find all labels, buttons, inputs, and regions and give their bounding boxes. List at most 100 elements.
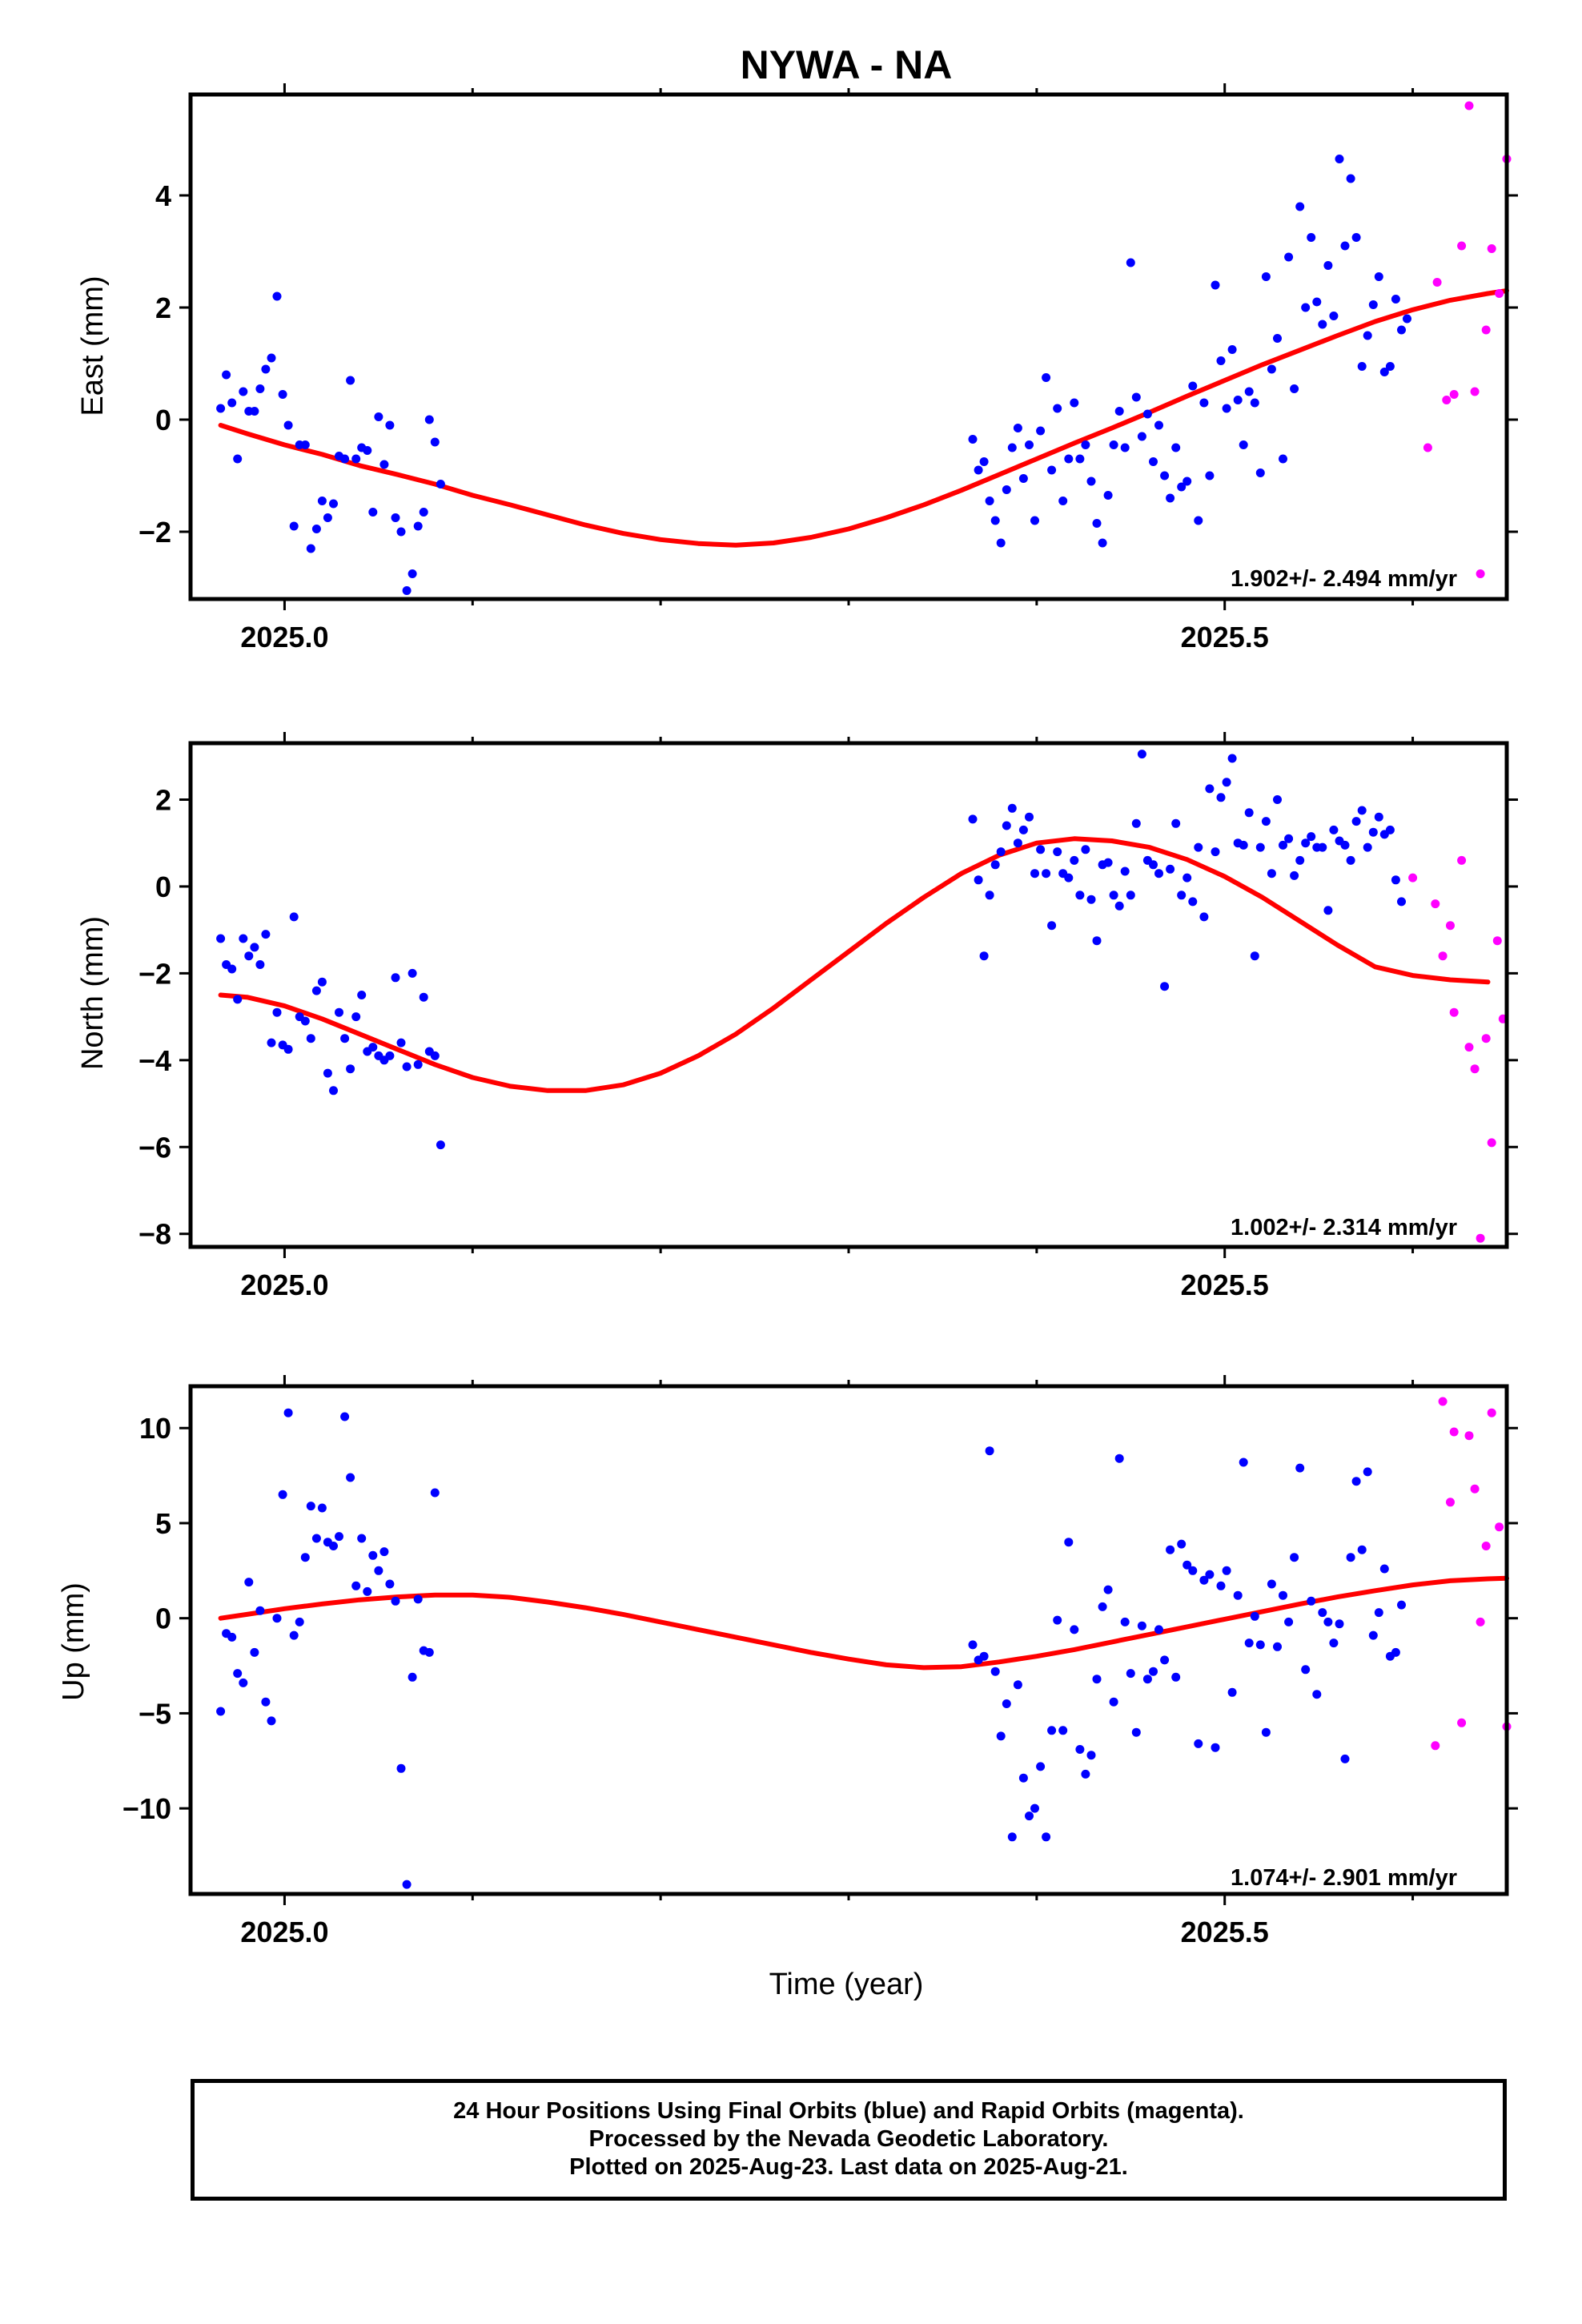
- up-final-point: [340, 1412, 350, 1421]
- north-final-point: [1036, 845, 1046, 854]
- north-final-point: [227, 964, 237, 974]
- east-final-point: [1131, 392, 1141, 402]
- east-final-point: [1058, 497, 1068, 505]
- east-final-point: [278, 390, 287, 399]
- east-final-point: [1391, 295, 1400, 304]
- up-final-point: [379, 1547, 389, 1557]
- north-y-tick-label: −4: [139, 1044, 171, 1077]
- north-final-point: [335, 1007, 343, 1017]
- up-final-point: [1379, 1564, 1389, 1574]
- up-final-point: [408, 1672, 417, 1682]
- up-y-tick-label: −5: [139, 1697, 171, 1730]
- east-final-point: [1368, 300, 1378, 309]
- east-final-point: [368, 508, 378, 517]
- east-final-point: [1103, 491, 1113, 500]
- north-final-point: [1385, 825, 1395, 834]
- north-final-point: [250, 943, 259, 952]
- east-final-point: [323, 513, 332, 522]
- north-final-point: [1329, 825, 1339, 834]
- east-rapid-point: [1449, 390, 1459, 399]
- north-final-point: [1374, 812, 1383, 822]
- north-final-point: [329, 1086, 338, 1096]
- north-final-point: [1042, 869, 1051, 879]
- north-final-point: [1086, 895, 1096, 904]
- east-y-tick-label: 4: [155, 179, 171, 212]
- up-final-point: [424, 1647, 434, 1657]
- north-final-point: [1205, 784, 1215, 794]
- north-final-point: [1261, 817, 1271, 826]
- north-final-point: [430, 1051, 440, 1060]
- up-final-point: [357, 1534, 367, 1543]
- up-final-point: [1357, 1545, 1367, 1554]
- north-final-point: [239, 934, 248, 943]
- east-final-point: [250, 407, 259, 416]
- up-rapid-point: [1487, 1408, 1496, 1417]
- east-final-point: [1340, 241, 1350, 251]
- up-final-point: [346, 1473, 355, 1482]
- east-final-point: [968, 435, 978, 444]
- north-final-point: [1397, 897, 1406, 907]
- up-final-point: [1182, 1560, 1192, 1570]
- north-rapid-point: [1446, 921, 1455, 931]
- east-final-point: [1301, 303, 1311, 312]
- east-final-point: [996, 538, 1006, 548]
- east-final-point: [424, 415, 434, 424]
- north-final-point: [1092, 936, 1102, 946]
- up-final-point: [1318, 1608, 1327, 1618]
- east-final-point: [1307, 233, 1316, 242]
- up-final-point: [1120, 1617, 1130, 1626]
- up-final-point: [1255, 1640, 1265, 1650]
- east-final-point: [255, 384, 265, 393]
- footer-line-3: Plotted on 2025-Aug-23. Last data on 202…: [569, 2154, 1128, 2180]
- north-rapid-point: [1470, 1064, 1480, 1074]
- east-final-point: [1149, 457, 1158, 466]
- north-rapid-point: [1464, 1043, 1474, 1052]
- east-final-point: [1312, 297, 1322, 307]
- east-final-point: [1222, 404, 1231, 413]
- north-final-point: [1279, 840, 1287, 850]
- north-final-point: [1182, 873, 1192, 883]
- east-rapid-point: [1432, 278, 1442, 287]
- north-final-point: [1166, 864, 1175, 874]
- east-final-point: [1295, 202, 1305, 211]
- east-final-point: [1154, 420, 1163, 430]
- east-final-point: [1335, 155, 1344, 163]
- north-final-point: [1137, 750, 1146, 759]
- north-final-point: [317, 977, 327, 987]
- up-final-point: [1194, 1739, 1203, 1748]
- east-y-tick-label: −2: [139, 516, 171, 549]
- east-final-point: [391, 513, 400, 522]
- east-final-point: [1273, 334, 1282, 343]
- up-final-point: [1261, 1727, 1271, 1737]
- east-final-point: [1255, 468, 1265, 477]
- east-final-point: [1290, 384, 1299, 393]
- east-rapid-point: [1423, 443, 1432, 452]
- east-final-point: [222, 370, 231, 380]
- north-final-point: [436, 1140, 445, 1150]
- north-final-point: [267, 1038, 276, 1047]
- east-final-point: [1047, 465, 1057, 475]
- up-rapid-point: [1481, 1542, 1491, 1550]
- up-final-point: [1374, 1608, 1383, 1618]
- north-final-point: [1030, 869, 1039, 879]
- north-final-point: [1227, 754, 1237, 763]
- east-final-point: [990, 516, 1000, 525]
- east-final-point: [436, 480, 445, 489]
- north-y-tick-label: −6: [139, 1131, 171, 1164]
- east-final-point: [1329, 312, 1339, 320]
- north-final-point: [1131, 818, 1141, 828]
- north-plot-frame: [188, 741, 1509, 1249]
- up-final-point: [1340, 1754, 1350, 1763]
- east-final-point: [1239, 440, 1248, 449]
- north-final-point: [1154, 869, 1163, 879]
- up-model-curve: [218, 1575, 1509, 1671]
- up-final-point: [1171, 1672, 1181, 1682]
- up-rapid-point: [1464, 1431, 1474, 1441]
- east-rapid-point: [1457, 241, 1467, 251]
- up-final-point: [1284, 1617, 1294, 1626]
- east-final-point: [1120, 443, 1130, 452]
- up-final-point: [1273, 1642, 1282, 1651]
- north-final-point: [990, 860, 1000, 870]
- east-final-point: [1007, 443, 1017, 452]
- north-final-point: [1199, 912, 1209, 922]
